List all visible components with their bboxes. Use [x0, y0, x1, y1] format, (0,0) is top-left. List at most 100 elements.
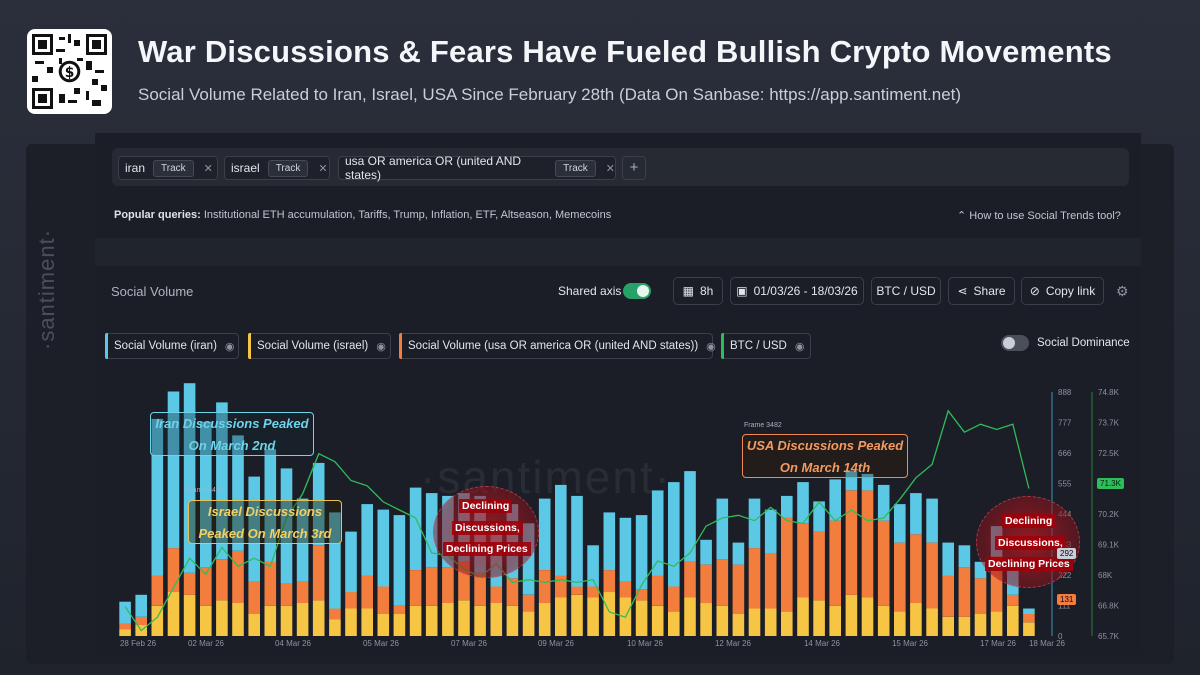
social-dominance-toggle[interactable] [1001, 335, 1029, 351]
share-label: Share [973, 284, 1006, 298]
bar-segment [409, 605, 422, 636]
bar-segment [393, 614, 406, 636]
eye-icon[interactable]: ◉ [376, 340, 386, 353]
date-range-button[interactable]: ▣ 01/03/26 - 18/03/26 [730, 277, 864, 305]
pair-label: BTC / USD [876, 284, 936, 298]
eye-icon[interactable]: ◉ [706, 340, 716, 353]
copy-link-button[interactable]: ⊘ Copy link [1021, 277, 1104, 305]
bar-segment [732, 564, 745, 615]
how-to-link[interactable]: ⌃ How to use Social Trends tool? [957, 209, 1121, 222]
metric-label: Social Volume (iran) [114, 340, 217, 352]
bar-segment [1007, 605, 1019, 636]
bar-segment [926, 542, 938, 609]
bar-segment [425, 493, 438, 568]
bar-segment [361, 575, 373, 609]
pair-button[interactable]: BTC / USD [871, 277, 941, 305]
bar-segment [974, 561, 987, 579]
track-chip-iran[interactable]: iran Track ✕ [118, 156, 218, 180]
bar-segment [264, 605, 277, 636]
bar-segment [425, 605, 438, 636]
x-tick-label: 18 Mar 26 [1029, 639, 1066, 648]
bar-segment [813, 600, 825, 636]
bar-segment [312, 545, 325, 601]
annotation-line: On March 2nd [188, 438, 276, 453]
track-chip-usa[interactable]: usa OR america OR (united AND states) Tr… [338, 154, 616, 182]
track-button[interactable]: Track [555, 159, 596, 177]
bar-segment [216, 402, 228, 559]
add-query-button[interactable]: + [622, 156, 646, 180]
y-left-tick-label: 666 [1058, 449, 1072, 458]
popular-queries-list[interactable]: Institutional ETH accumulation, Tariffs,… [203, 209, 612, 221]
track-button[interactable]: Track [153, 159, 194, 177]
annotation-line: On March 14th [779, 460, 871, 475]
interval-button[interactable]: ▦ 8h [673, 277, 723, 305]
bar-segment [167, 548, 180, 593]
svg-text:$: $ [65, 65, 75, 81]
bar-segment [781, 495, 793, 518]
shared-axis-toggle[interactable] [623, 283, 651, 299]
bar-segment [490, 586, 503, 603]
bar-segment [668, 586, 680, 612]
bar-segment [684, 471, 696, 562]
metric-chip-iran[interactable]: Social Volume (iran) ◉ [105, 333, 239, 359]
bar-segment [506, 578, 519, 606]
bar-segment [538, 570, 551, 604]
metric-label: Social Volume (israel) [257, 340, 369, 352]
share-button[interactable]: ⋖ Share [948, 277, 1015, 305]
annotation-line: Israel Discussions [207, 504, 323, 519]
x-tick-label: 12 Mar 26 [715, 639, 752, 648]
bar-segment [958, 567, 971, 617]
close-icon[interactable]: ✕ [318, 162, 328, 175]
popular-queries-label: Popular queries: [114, 209, 201, 221]
bar-segment [587, 597, 599, 636]
calendar-grid-icon: ▦ [682, 284, 694, 298]
bar-segment [700, 603, 712, 636]
bar-segment [200, 567, 212, 606]
section-divider [95, 238, 1141, 266]
bar-segment [845, 594, 858, 636]
metric-chip-btc[interactable]: BTC / USD ◉ [721, 333, 811, 359]
metric-chip-israel[interactable]: Social Volume (israel) ◉ [248, 333, 391, 359]
bar-segment [377, 614, 390, 636]
metric-chip-usa[interactable]: Social Volume (usa OR america OR (united… [399, 333, 716, 359]
bar-segment [668, 611, 680, 636]
bar-segment [635, 600, 648, 636]
copy-link-label: Copy link [1045, 284, 1096, 298]
track-button[interactable]: Track [267, 159, 309, 177]
eye-icon[interactable]: ◉ [224, 340, 235, 353]
bar-segment [619, 517, 632, 581]
y-right-tick-label: 72.5K [1098, 449, 1120, 458]
track-chip-israel[interactable]: israel Track ✕ [224, 156, 330, 180]
eye-icon[interactable]: ◉ [794, 340, 805, 353]
bar-segment [151, 605, 164, 636]
bar-segment [393, 515, 406, 606]
bar-segment [248, 614, 260, 636]
bar-segment [716, 605, 729, 636]
bar-segment [764, 553, 777, 609]
close-icon[interactable]: ✕ [203, 162, 213, 175]
bar-segment [684, 597, 696, 636]
metric-color-bar [105, 333, 108, 359]
bar-segment [232, 603, 244, 636]
bar-segment [781, 517, 793, 612]
bar-segment [571, 495, 583, 587]
interval-label: 8h [699, 284, 714, 298]
bar-segment [700, 539, 712, 565]
declining-label: Declining Prices [443, 542, 531, 556]
bar-segment [571, 586, 583, 595]
close-icon[interactable]: ✕ [605, 162, 615, 175]
bar-segment [877, 520, 890, 606]
bar-segment [748, 608, 761, 636]
gear-icon[interactable]: ⚙ [1116, 283, 1129, 299]
bar-segment [910, 534, 922, 603]
bar-segment [248, 581, 260, 614]
y-right-tick-label: 74.8K [1098, 388, 1120, 397]
shared-axis-label: Shared axis [558, 284, 622, 298]
bar-segment [280, 468, 293, 584]
bar-segment [716, 559, 729, 606]
bar-segment [603, 512, 616, 571]
bar-segment [797, 523, 809, 598]
bar-segment [280, 605, 293, 636]
bar-segment [797, 482, 809, 524]
bar-segment [183, 594, 196, 636]
